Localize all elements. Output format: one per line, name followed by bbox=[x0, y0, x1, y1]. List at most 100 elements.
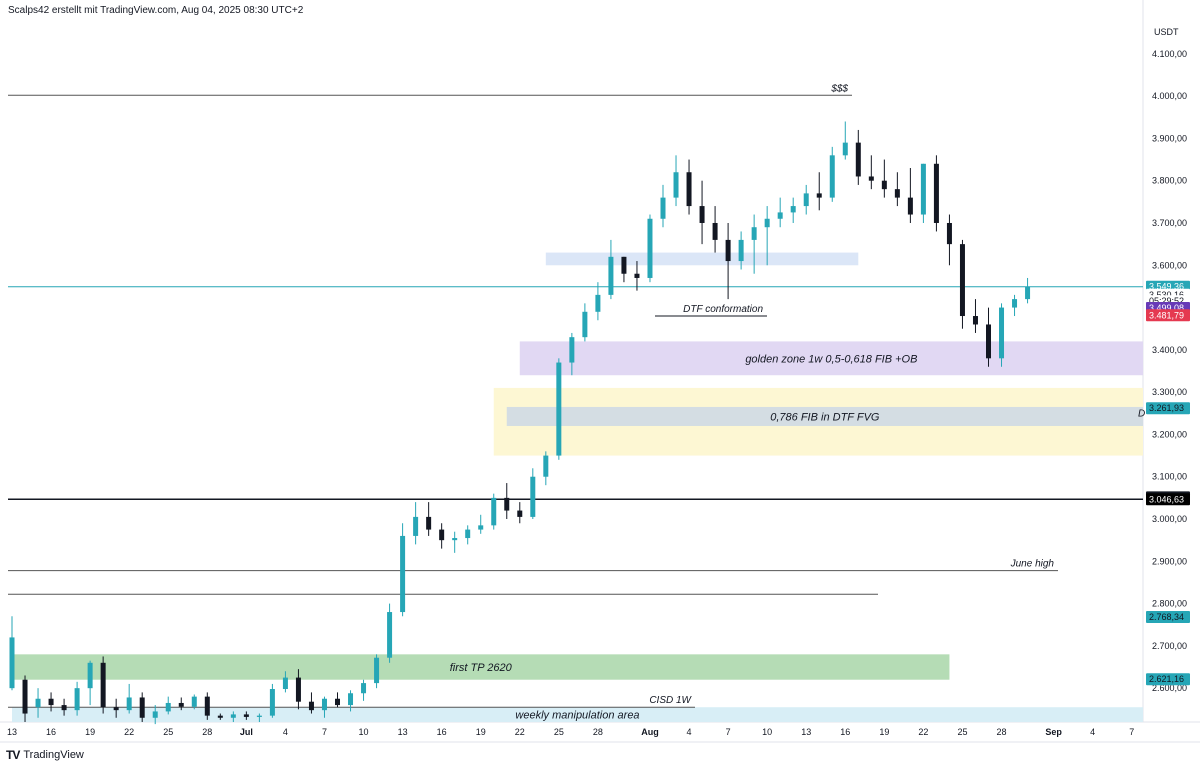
x-tick-label-13: 22 bbox=[515, 727, 525, 737]
price-label-4: 3.481,79 bbox=[1149, 310, 1184, 320]
price-label-7: 3.046,63 bbox=[1149, 494, 1184, 504]
candle-body-58 bbox=[764, 218, 770, 228]
y-tick-label-8: 3.200,00 bbox=[1152, 429, 1187, 439]
candle-body-56 bbox=[738, 239, 744, 262]
candle-body-16 bbox=[217, 715, 223, 718]
x-tick-label-5: 28 bbox=[202, 727, 212, 737]
candle-body-65 bbox=[855, 142, 861, 177]
candle-body-69 bbox=[907, 197, 913, 215]
x-tick-label-28: 7 bbox=[1129, 727, 1134, 737]
zone-2 bbox=[506, 406, 1143, 426]
x-tick-label-25: 28 bbox=[997, 727, 1007, 737]
edge-text: D bbox=[1138, 408, 1145, 419]
y-tick-label-14: 2.600,00 bbox=[1152, 683, 1187, 693]
zone-label-0: golden zone 1w 0,5-0,618 FIB +OB bbox=[745, 353, 917, 365]
x-tick-label-19: 10 bbox=[762, 727, 772, 737]
candle-body-50 bbox=[660, 197, 666, 219]
candle-body-20 bbox=[269, 689, 275, 716]
price-label-0: 3.549,36 bbox=[1149, 282, 1184, 292]
zone-5 bbox=[12, 707, 1143, 722]
price-label-9: 2.621,16 bbox=[1149, 674, 1184, 684]
candle-body-78 bbox=[1025, 286, 1031, 300]
candle-body-24 bbox=[321, 698, 327, 711]
y-tick-label-4: 3.700,00 bbox=[1152, 218, 1187, 228]
x-tick-label-3: 22 bbox=[124, 727, 134, 737]
candle-body-1 bbox=[22, 679, 28, 714]
zone-label-2: 0,786 FIB in DTF FVG bbox=[770, 411, 880, 423]
x-tick-label-14: 25 bbox=[554, 727, 564, 737]
level-label-1: June high bbox=[1010, 559, 1055, 570]
candle-body-9 bbox=[126, 697, 132, 711]
candle-body-8 bbox=[113, 707, 119, 711]
x-tick-label-12: 19 bbox=[476, 727, 486, 737]
y-tick-label-12: 2.800,00 bbox=[1152, 599, 1187, 609]
x-tick-label-10: 13 bbox=[398, 727, 408, 737]
candle-body-0 bbox=[9, 637, 15, 689]
price-label-bg-4 bbox=[1146, 309, 1190, 322]
candle-body-62 bbox=[816, 193, 822, 198]
candle-body-45 bbox=[595, 294, 601, 312]
x-tick-label-23: 22 bbox=[918, 727, 928, 737]
level-label-4: DTF conformation bbox=[683, 304, 763, 315]
candle-body-52 bbox=[686, 172, 692, 207]
price-label-1: 3.530,16 bbox=[1149, 290, 1184, 300]
candle-body-43 bbox=[569, 337, 575, 363]
price-label-bg-5 bbox=[1146, 402, 1190, 415]
tradingview-logo[interactable]: TV TradingView bbox=[6, 748, 84, 762]
candle-body-67 bbox=[881, 180, 887, 190]
candle-body-48 bbox=[634, 273, 640, 278]
tradingview-logo-icon: TV bbox=[6, 748, 20, 762]
candle-body-6 bbox=[87, 662, 93, 689]
x-tick-label-6: Jul bbox=[240, 727, 253, 737]
candle-body-57 bbox=[751, 227, 757, 240]
x-tick-label-20: 13 bbox=[801, 727, 811, 737]
candle-body-76 bbox=[999, 307, 1005, 359]
candle-body-36 bbox=[478, 525, 484, 530]
x-tick-label-15: 28 bbox=[593, 727, 603, 737]
candle-body-21 bbox=[282, 677, 288, 690]
candle-body-53 bbox=[699, 206, 705, 223]
candle-body-73 bbox=[959, 244, 965, 317]
candle-body-14 bbox=[191, 696, 197, 707]
candle-body-25 bbox=[335, 698, 340, 706]
candle-body-7 bbox=[100, 662, 106, 708]
candle-body-31 bbox=[413, 516, 419, 536]
y-tick-label-6: 3.400,00 bbox=[1152, 345, 1187, 355]
y-tick-label-10: 3.000,00 bbox=[1152, 514, 1187, 524]
x-tick-label-0: 13 bbox=[7, 727, 17, 737]
candle-body-17 bbox=[230, 714, 236, 718]
candle-body-26 bbox=[348, 693, 354, 706]
price-label-3: 3.499,08 bbox=[1149, 303, 1184, 313]
x-tick-label-9: 10 bbox=[359, 727, 369, 737]
x-tick-label-24: 25 bbox=[957, 727, 967, 737]
price-label-bg-8 bbox=[1146, 610, 1190, 623]
candle-body-68 bbox=[894, 189, 900, 198]
x-tick-label-21: 16 bbox=[840, 727, 850, 737]
candle-body-63 bbox=[829, 155, 835, 198]
zone-3 bbox=[545, 252, 859, 266]
zone-0 bbox=[519, 341, 1143, 376]
candle-body-29 bbox=[387, 612, 393, 658]
candle-body-11 bbox=[152, 711, 158, 718]
candle-body-19 bbox=[256, 715, 262, 717]
candle-body-12 bbox=[165, 702, 171, 712]
candle-body-38 bbox=[504, 497, 510, 511]
candle-body-30 bbox=[400, 535, 406, 613]
candle-body-23 bbox=[308, 701, 314, 711]
candle-body-44 bbox=[582, 311, 588, 338]
candle-body-33 bbox=[439, 529, 445, 541]
candle-body-70 bbox=[920, 163, 926, 215]
x-tick-label-2: 19 bbox=[85, 727, 95, 737]
y-tick-label-1: 4.000,00 bbox=[1152, 91, 1187, 101]
candle-body-77 bbox=[1012, 299, 1018, 308]
y-tick-label-5: 3.600,00 bbox=[1152, 260, 1187, 270]
candle-body-2 bbox=[35, 698, 41, 708]
zone-4 bbox=[12, 654, 950, 680]
candle-body-42 bbox=[556, 362, 562, 456]
candle-body-71 bbox=[933, 163, 939, 223]
price-label-bg-9 bbox=[1146, 673, 1190, 686]
candle-body-13 bbox=[178, 702, 184, 707]
y-tick-label-7: 3.300,00 bbox=[1152, 387, 1187, 397]
